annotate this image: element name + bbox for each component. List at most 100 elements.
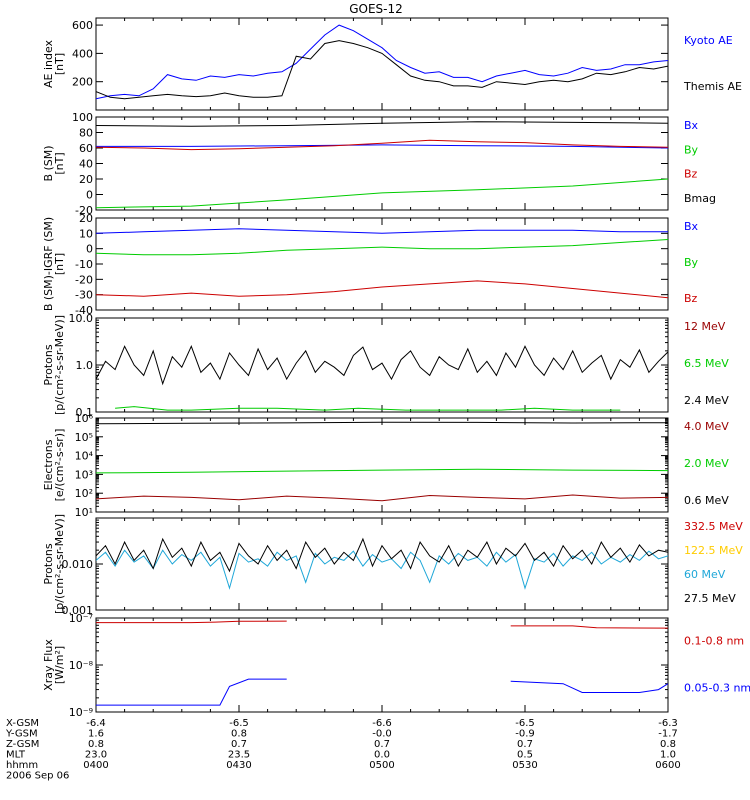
panel-electrons: 10¹ 10² 10³ 10⁴ 10⁵ 10⁶ Electrons[e/(cm²-s-sr)… — [42, 412, 729, 519]
x-axis-row-label: Y-GSM — [5, 729, 38, 740]
x-axis-value: 0.7 — [517, 739, 533, 750]
x-axis-row-label: X-GSM — [6, 718, 39, 729]
series-label: By — [684, 143, 699, 156]
series-line-27-5-mev — [96, 537, 668, 573]
series-line-by — [96, 178, 668, 209]
y-axis-label-line: Protons — [42, 543, 55, 584]
series-line-0-1-0-8-nm — [96, 620, 287, 624]
y-tick-label: 10⁻⁸ — [69, 659, 94, 672]
y-tick-label: 10⁵ — [75, 431, 93, 444]
y-tick-label: 400 — [72, 47, 93, 60]
x-axis-value: 0.8 — [231, 729, 247, 740]
y-axis-label-line: Xray Flux — [42, 639, 55, 691]
y-tick-label: 20 — [79, 173, 93, 186]
series-line-by — [96, 239, 668, 256]
x-axis-value: 0.7 — [374, 739, 390, 750]
y-tick-label: -10 — [75, 258, 93, 271]
x-axis-value: 1.0 — [660, 750, 676, 761]
panel-frame — [95, 617, 669, 713]
x-axis-row-label: Z-GSM — [6, 739, 39, 750]
series-label: Bx — [684, 119, 699, 132]
y-axis-label: Electrons[e/(cm²-s-sr)] — [42, 429, 66, 502]
y-tick-label: -20 — [75, 273, 93, 286]
panel-frame — [95, 116, 669, 211]
series-line-4-0-mev — [96, 494, 668, 502]
x-axis-value: -6.6 — [372, 718, 392, 729]
y-tick-label: 0.001 — [62, 604, 94, 617]
x-axis-value: 0.7 — [231, 739, 247, 750]
y-tick-label: 100 — [72, 111, 93, 124]
series-label: 4.0 MeV — [684, 420, 729, 433]
y-axis-label-line: [p/(cm²-s-sr-MeV)] — [53, 514, 66, 614]
y-tick-label: 10.0 — [69, 312, 94, 325]
series-label: 12 MeV — [684, 320, 726, 333]
x-axis-value: 23.0 — [85, 750, 107, 761]
y-tick-label: 600 — [72, 19, 93, 32]
y-tick-label: 80 — [79, 127, 93, 140]
y-tick-label: 10² — [75, 487, 93, 500]
y-tick-label: 10⁻⁹ — [69, 706, 93, 719]
y-axis-label-line: [p/(cm²-s-sr-MeV)] — [53, 315, 66, 415]
x-axis-row-label: MLT — [6, 750, 26, 761]
y-axis-label-line: [nT] — [53, 253, 66, 275]
y-tick-label: 10 — [79, 227, 93, 240]
series-label: Bz — [684, 168, 698, 181]
y-axis-label: B (SM)[nT] — [42, 145, 66, 181]
y-axis-label-line: [nT] — [53, 53, 66, 75]
series-line-bmag — [96, 121, 668, 127]
panel-frame — [95, 517, 669, 611]
series-label: 332.5 MeV — [684, 520, 743, 533]
panel-bsm: -20 0 20 40 60 80 100 B (SM)[nT] Bx By Bz Bmag — [42, 111, 716, 217]
series-label: 122.5 MeV — [684, 544, 743, 557]
x-axis-value: 0.8 — [660, 739, 676, 750]
panel-bsmigrf: -40 -30 -20 -10 0 10 20 B (SM)-IGRF (SM)[nT] Bx B… — [42, 212, 699, 317]
y-tick-label: 10⁴ — [75, 450, 94, 463]
x-axis-value: -6.4 — [86, 718, 106, 729]
series-label: Bmag — [684, 192, 716, 205]
series-line-0-05-0-3-nm — [96, 678, 287, 706]
y-axis-label: B (SM)-IGRF (SM)[nT] — [42, 217, 66, 311]
y-tick-label: 10¹ — [75, 506, 93, 519]
series-line-bz — [96, 280, 668, 299]
y-tick-label: 0.010 — [62, 558, 94, 571]
y-tick-label: 40 — [79, 158, 93, 171]
y-axis-label-line: B (SM)-IGRF (SM) — [42, 217, 55, 311]
series-label: 2.4 MeV — [684, 394, 729, 407]
series-line-kyoto-ae — [96, 24, 668, 100]
x-axis-value: 0.0 — [374, 750, 390, 761]
y-tick-label: -20 — [75, 204, 93, 217]
x-axis-value: 0500 — [369, 760, 394, 771]
y-axis-label: Protons[p/(cm²-s-sr-MeV)] — [42, 315, 66, 415]
series-label: Kyoto AE — [684, 34, 733, 47]
y-tick-label: 200 — [72, 76, 93, 89]
x-axis-value: 0.5 — [517, 750, 533, 761]
x-axis-value: 0600 — [655, 760, 680, 771]
x-axis-value: -6.5 — [515, 718, 535, 729]
y-tick-label: 60 — [79, 142, 93, 155]
x-axis-value: 0530 — [512, 760, 537, 771]
series-line-bx — [96, 144, 668, 149]
y-tick-label: 1.0 — [76, 359, 94, 372]
series-line-2-0-mev — [96, 468, 668, 474]
series-line-0-05-0-3-nm — [510, 680, 668, 693]
y-axis-label-line: Electrons — [42, 439, 55, 490]
x-axis-value: 23.5 — [228, 750, 250, 761]
x-axis-value: -6.5 — [229, 718, 249, 729]
x-axis-value: -0.9 — [515, 729, 535, 740]
series-label: 0.1-0.8 nm — [684, 634, 744, 647]
y-axis-label: AE index[nT] — [42, 39, 66, 88]
series-line-6-5-mev — [115, 406, 621, 411]
series-label: Bx — [684, 220, 699, 233]
y-axis-label-line: [e/(cm²-s-sr)] — [53, 429, 66, 502]
y-tick-label: 0.1 — [76, 406, 94, 419]
panel-frame — [95, 217, 669, 311]
series-line-0-1-0-8-nm — [510, 625, 668, 629]
series-label: 0.6 MeV — [684, 494, 729, 507]
y-tick-label: -30 — [75, 289, 93, 302]
x-axis-value: -6.3 — [658, 718, 678, 729]
panel-ae: 200 400 600 AE index[nT] Kyoto AE Themis AE — [42, 17, 742, 111]
panel-frame — [95, 417, 669, 513]
series-line-0-6-mev — [96, 421, 668, 425]
y-tick-label: 0 — [86, 243, 93, 256]
